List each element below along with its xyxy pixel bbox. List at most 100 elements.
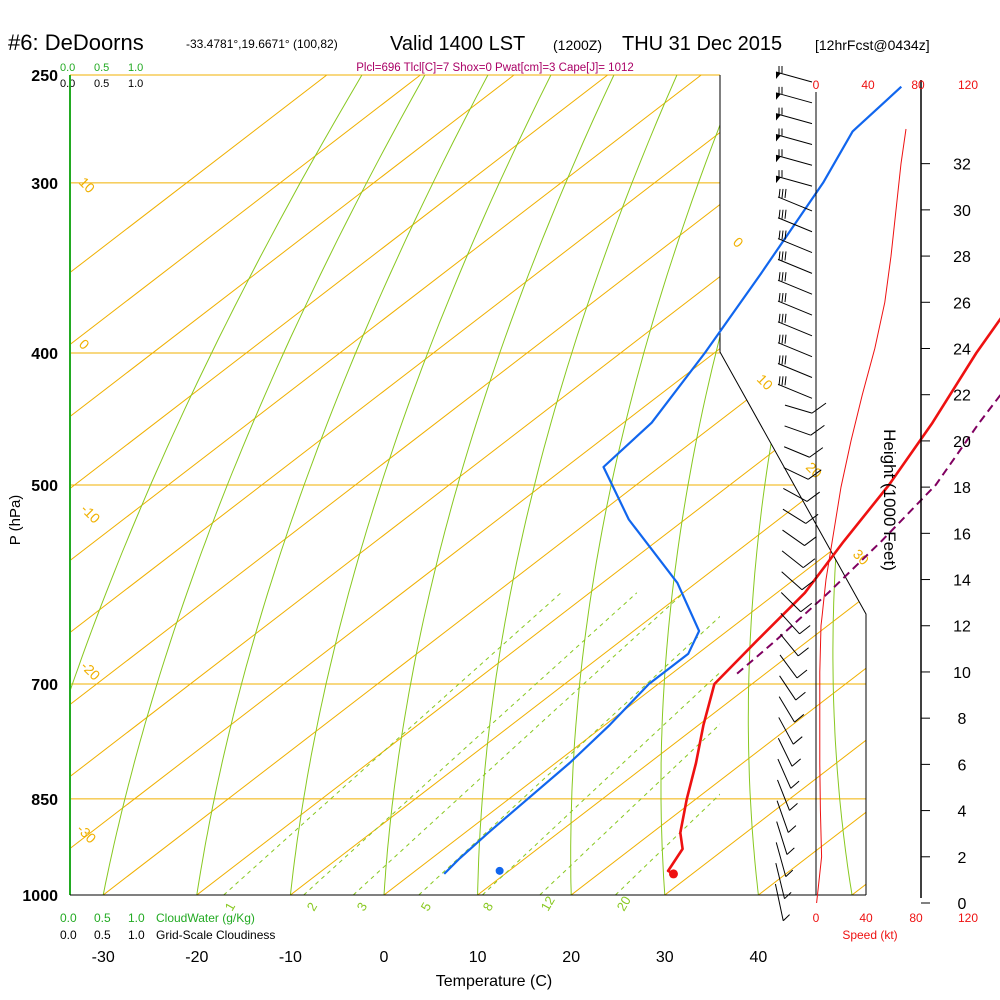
height-tick-label: 2	[958, 850, 967, 867]
wind-barb-feather	[778, 313, 781, 323]
wind-barb-feather	[781, 272, 784, 282]
sounding-series	[443, 85, 1000, 879]
wind-barb-shaft	[775, 92, 813, 104]
height-tick-label: 8	[958, 711, 967, 728]
wind-barb	[775, 86, 813, 104]
pressure-tick-label: 850	[31, 792, 58, 809]
isotherm-line	[851, 75, 866, 895]
wind-barb-shaft	[775, 113, 813, 125]
height-tick-label: 24	[953, 341, 971, 358]
height-tick-label: 12	[953, 619, 971, 636]
wind-barb-feather	[784, 334, 787, 344]
cloudiness-bottom-tick: 1.0	[128, 928, 145, 942]
dry-adiabat	[832, 75, 866, 895]
dry-adiabat	[383, 75, 615, 895]
temperature-tick-label: 20	[562, 949, 580, 966]
isotherm-line	[70, 75, 421, 895]
wind-barb-feather	[784, 313, 787, 323]
wind-barb-feather	[789, 803, 798, 811]
isotherm-line	[70, 75, 702, 895]
wind-barb-feather	[784, 891, 792, 900]
dewpoint-line	[443, 85, 903, 875]
wind-barb-feather	[796, 669, 808, 679]
wind-barb-feather	[778, 188, 781, 198]
wind-barb-pennant	[776, 113, 781, 121]
wind-barb	[784, 402, 827, 414]
mixing-ratio-label: 8	[480, 900, 497, 914]
wind-barb-shaft	[778, 696, 795, 723]
wind-barb	[783, 487, 820, 502]
temperature-tick-label: -10	[279, 949, 302, 966]
utc-time: (1200Z)	[553, 37, 602, 53]
wind-barb-shaft	[782, 529, 805, 546]
wind-barb-shaft	[775, 842, 787, 877]
wind-barb-feather	[778, 355, 781, 365]
cloudwater-top-tick: 1.0	[128, 62, 143, 74]
wind-barb-feather	[781, 188, 784, 198]
speed-bottom-tick: 0	[813, 911, 820, 925]
wind-barb-pennant	[776, 155, 781, 163]
wind-barb-feather	[801, 580, 814, 591]
height-tick-label: 18	[953, 480, 971, 497]
temperature-tick-label: 30	[656, 949, 674, 966]
wind-barb	[775, 863, 792, 900]
speed-bottom: 0 40 80 120 Speed (kt)	[813, 911, 979, 942]
wind-barb-shaft	[780, 612, 800, 635]
wind-barb	[775, 66, 813, 83]
cloudwater-bottom-tick: 1.0	[128, 911, 145, 925]
cloudwater-top-ticks: 0.0 0.5 1.0	[60, 62, 143, 74]
wind-barb-feather	[781, 292, 784, 303]
wind-barb-feather	[784, 355, 787, 365]
wind-barbs	[774, 66, 827, 922]
height-axis-title: Height (1000 Feet)	[880, 429, 899, 571]
wind-barb-shaft	[780, 633, 799, 657]
speed-bottom-tick: 80	[909, 911, 923, 925]
isotherm-label: 10	[754, 371, 776, 393]
wind-barb	[783, 467, 822, 480]
isotherm-label: -20	[78, 658, 104, 684]
mixing-ratio-line	[482, 671, 720, 895]
pressure-tick-label: 300	[31, 176, 58, 193]
temperature-tick-label: 0	[380, 949, 389, 966]
wind-barb-feather	[797, 647, 809, 657]
cloudiness-top-tick: 1.0	[128, 78, 143, 90]
speed-top-tick: 120	[958, 78, 978, 92]
wind-barb	[778, 696, 805, 723]
mixing-ratio-label: 5	[418, 900, 435, 914]
isotherm-grid	[70, 75, 866, 895]
wind-barb	[777, 209, 813, 233]
cloudwater-bottom-tick: 0.0	[60, 911, 77, 925]
wind-barb	[777, 272, 813, 295]
wind-barb-feather	[807, 469, 822, 480]
wind-barb-shaft	[777, 196, 813, 212]
cloudiness-bottom-tick: 0.0	[60, 928, 77, 942]
wind-barb	[780, 612, 811, 635]
isotherm-label: -10	[78, 501, 104, 527]
pressure-tick-label: 400	[31, 346, 58, 363]
wind-barb-feather	[810, 424, 825, 436]
wind-barb	[779, 675, 806, 701]
height-tick-label: 6	[958, 757, 967, 774]
wind-barb-shaft	[779, 675, 797, 701]
cloudwater-top-tick: 0.0	[60, 62, 75, 74]
surface-dewpoint-marker	[495, 866, 504, 875]
wind-barb-shaft	[776, 821, 788, 855]
wind-barb-feather	[784, 251, 787, 261]
mixing-ratio-line	[615, 793, 720, 895]
wind-barb	[781, 550, 816, 569]
wind-barb-shaft	[779, 654, 798, 679]
height-tick-label: 4	[958, 804, 967, 821]
wind-barb-pennant	[776, 92, 781, 100]
wind-barb-feather	[785, 869, 794, 877]
speed-label: Speed (kt)	[842, 928, 897, 942]
surface-temperature-marker	[668, 869, 678, 879]
wind-barb-shaft	[775, 175, 813, 187]
wind-barb	[782, 529, 817, 546]
wind-barb-feather	[778, 272, 781, 282]
cloudwater-top-tick: 0.5	[94, 62, 109, 74]
wind-barb-feather	[791, 758, 801, 767]
temperature-tick-label: 10	[469, 949, 487, 966]
wind-barb-shaft	[784, 404, 813, 414]
wind-barb	[782, 508, 819, 524]
pressure-tick-label: 700	[31, 677, 58, 694]
